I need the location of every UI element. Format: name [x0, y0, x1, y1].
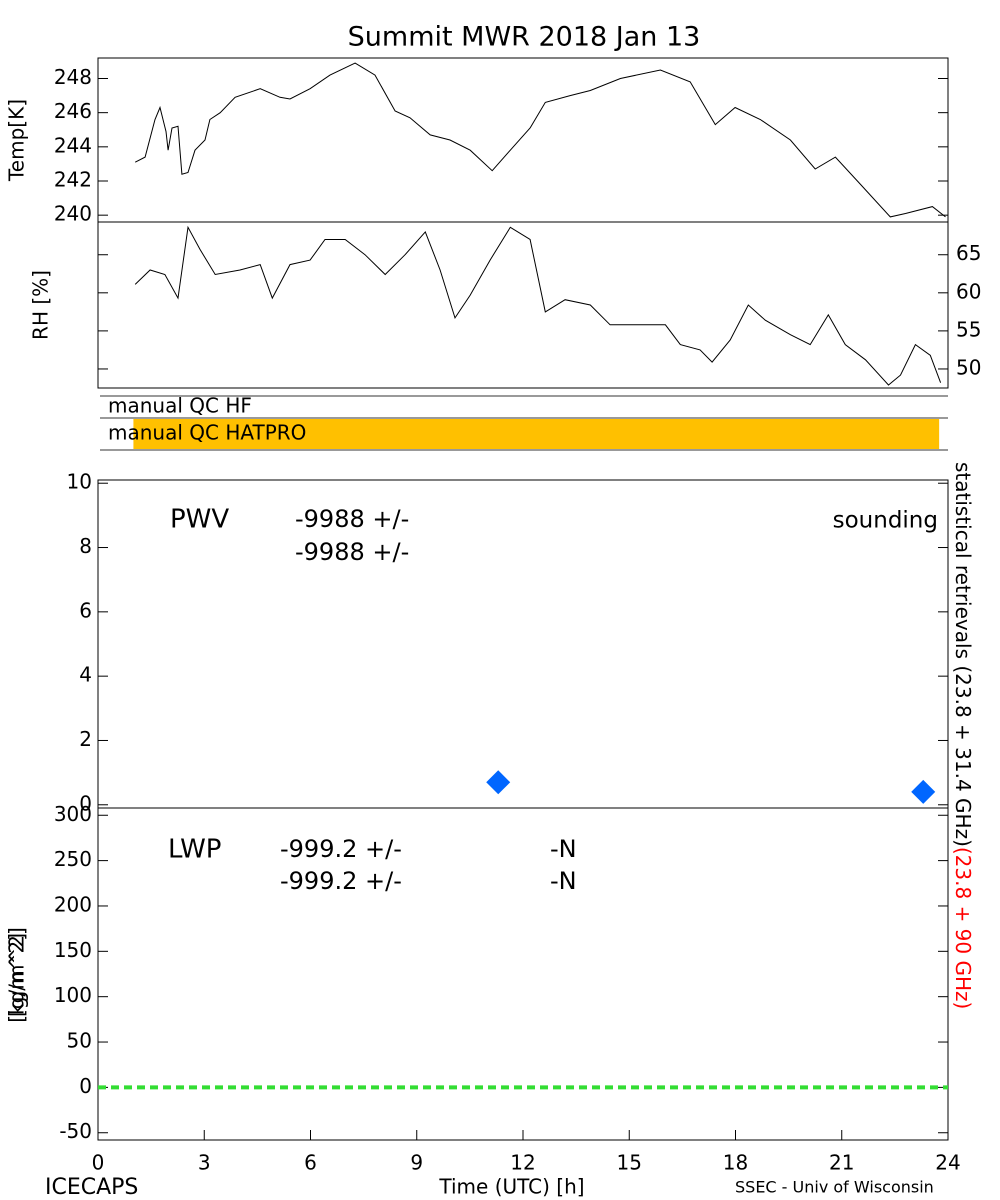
- x-tick-label: 15: [617, 1151, 642, 1175]
- y-tick-label: 55: [956, 317, 981, 341]
- y-tick-label: 2: [79, 727, 92, 751]
- y-tick-label: 200: [54, 892, 92, 916]
- y-tick-label: 10: [67, 470, 92, 494]
- y-tick-label: 50: [956, 355, 981, 379]
- x-tick-label: 9: [410, 1151, 423, 1175]
- y-tick-label: 248: [54, 65, 92, 89]
- annotation: -N: [550, 835, 577, 863]
- annotation: -9988 +/-: [295, 505, 409, 533]
- data-line: [134, 225, 942, 386]
- y-tick-label: 300: [54, 802, 92, 826]
- scatter-point: [911, 779, 936, 804]
- y-tick-label: 6: [79, 598, 92, 622]
- y-tick-label: 240: [54, 202, 92, 226]
- annotation: LWP: [168, 835, 222, 865]
- y-axis-label: RH [%]: [29, 270, 53, 340]
- y-tick-label: 0: [79, 791, 92, 815]
- side-label: statistical retrievals (23.8 + 31.4 GHz)…: [952, 462, 976, 1009]
- plot-frame: [97, 57, 949, 223]
- annotation: -999.2 +/-: [280, 835, 402, 863]
- side-label-part: statistical retrievals (23.8 + 31.4 GHz): [952, 462, 976, 847]
- y-tick-label: -50: [59, 1119, 92, 1143]
- qc-label: manual QC HF: [108, 394, 252, 418]
- x-axis-label: Time (UTC) [h]: [438, 1175, 584, 1199]
- x-tick-label: 18: [723, 1151, 748, 1175]
- x-tick-label: 0: [92, 1151, 105, 1175]
- plot-frame: [97, 807, 949, 1141]
- x-tick-label: 12: [510, 1151, 535, 1175]
- side-label-part: (23.8 + 90 GHz): [952, 847, 976, 1009]
- footer-left: ICECAPS: [45, 1175, 138, 1200]
- y-tick-label: 60: [956, 279, 981, 303]
- annotation: -999.2 +/-: [280, 867, 402, 895]
- scatter-point: [486, 770, 511, 795]
- legend-label: sounding: [833, 508, 938, 534]
- qc-label: manual QC HATPRO: [108, 421, 306, 445]
- annotation: -9988 +/-: [295, 538, 409, 566]
- data-line: [134, 62, 946, 218]
- y-tick-label: 242: [54, 168, 92, 192]
- y-tick-label: 0: [79, 1074, 92, 1098]
- x-tick-label: 24: [935, 1151, 960, 1175]
- y-tick-label: 244: [54, 133, 92, 157]
- y-tick-label: 100: [54, 983, 92, 1007]
- x-tick-label: 6: [304, 1151, 317, 1175]
- y-tick-label: 50: [67, 1029, 92, 1053]
- footer-right: SSEC - Univ of Wisconsin: [735, 1178, 934, 1197]
- x-tick-label: 3: [198, 1151, 211, 1175]
- plot-frame: [97, 221, 949, 389]
- y-axis-label: Temp[K]: [5, 99, 29, 182]
- y-tick-label: 246: [54, 99, 92, 123]
- annotation: PWV: [170, 505, 229, 535]
- y-axis-label: [kg/m^2]: [5, 927, 29, 1023]
- x-tick-label: 21: [829, 1151, 854, 1175]
- qc-bar: [133, 419, 940, 449]
- y-tick-label: 250: [54, 847, 92, 871]
- y-tick-label: 150: [54, 938, 92, 962]
- chart-title: Summit MWR 2018 Jan 13: [348, 22, 701, 53]
- y-axis-label: [g/m^2]: [5, 933, 29, 1017]
- y-tick-label: 4: [79, 663, 92, 687]
- y-tick-label: 65: [956, 241, 981, 265]
- annotation: -N: [550, 867, 577, 895]
- y-tick-label: 8: [79, 534, 92, 558]
